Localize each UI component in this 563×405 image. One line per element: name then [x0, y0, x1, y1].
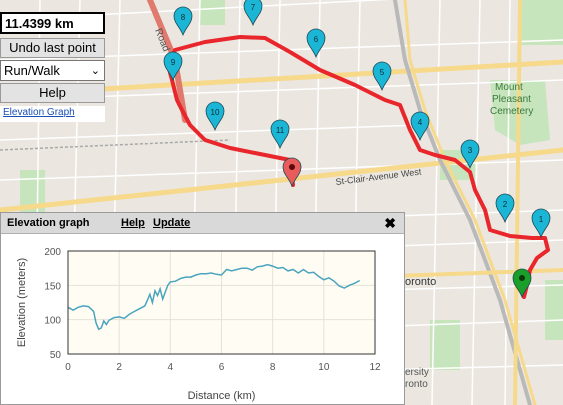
chart-x-axis-label: Distance (km)	[188, 390, 256, 402]
y-tick-label: 50	[50, 350, 62, 361]
activity-mode-value: Run/Walk	[4, 63, 60, 78]
map-pin-icon	[512, 268, 532, 299]
route-marker-3[interactable]: 3	[460, 139, 480, 170]
map-pin-icon	[270, 119, 290, 150]
route-marker-7[interactable]: 7	[243, 0, 263, 27]
university-label-1: ersity	[405, 367, 429, 378]
elevation-chart: 0 2 4 6 8 10 12 50 100 150 200 Distance (km) Eleva…	[16, 247, 381, 402]
chevron-down-icon: ⌄	[90, 65, 100, 77]
elevation-graph-link[interactable]: Elevation Graph	[0, 106, 105, 122]
elevation-update-link[interactable]: Update	[153, 217, 191, 229]
cemetery-label-1: Mount	[495, 82, 523, 93]
y-tick-label: 100	[44, 316, 61, 327]
marker-label: 3	[468, 146, 473, 155]
elevation-panel-title: Elevation graph	[7, 217, 90, 229]
marker-label: 5	[380, 68, 385, 77]
map-pin-icon	[173, 6, 193, 37]
map-pin-icon	[282, 157, 302, 188]
route-marker-4[interactable]: 4	[410, 111, 430, 142]
marker-label: 4	[418, 118, 423, 127]
map-pin-icon	[531, 208, 551, 239]
start-marker[interactable]	[512, 268, 532, 299]
x-tick-label: 0	[65, 362, 71, 373]
route-markers: 1 2 3 4 5 6 7 8 9 10 11	[163, 0, 551, 299]
y-tick-label: 200	[44, 247, 61, 258]
distance-readout: 11.4399 km	[0, 12, 105, 34]
marker-label: 7	[251, 3, 256, 12]
map-pin-icon	[372, 61, 392, 92]
chart-ticks: 0 2 4 6 8 10 12 50 100 150 200	[44, 247, 381, 373]
help-button[interactable]: Help	[0, 83, 105, 103]
marker-label: 1	[539, 215, 544, 224]
route-marker-6[interactable]: 6	[306, 28, 326, 59]
elevation-panel-header: Elevation graph Help Update ✖	[1, 213, 404, 234]
marker-label: 6	[314, 35, 319, 44]
x-tick-label: 6	[219, 362, 225, 373]
route-marker-2[interactable]: 2	[495, 193, 515, 224]
marker-label: 11	[276, 126, 285, 135]
start-marker-dot	[519, 275, 525, 281]
route-marker-9[interactable]: 9	[163, 51, 183, 82]
cemetery-label-3: Cemetery	[490, 106, 533, 117]
route-marker-1[interactable]: 1	[531, 208, 551, 239]
close-icon[interactable]: ✖	[384, 215, 396, 231]
elevation-series-line	[67, 263, 361, 331]
map-pin-icon	[306, 28, 326, 59]
x-tick-label: 12	[369, 362, 381, 373]
marker-label: 9	[171, 58, 176, 67]
map-pin-icon	[243, 0, 263, 27]
end-marker[interactable]	[282, 157, 302, 188]
elevation-panel: Elevation graph Help Update ✖ 0 2 4 6 8 10 12 5…	[0, 212, 405, 405]
activity-mode-select[interactable]: Run/Walk ⌄	[0, 60, 105, 81]
route-path	[166, 35, 550, 299]
route-marker-11[interactable]: 11	[270, 119, 290, 150]
toronto-label: oronto	[405, 276, 436, 288]
elevation-help-link[interactable]: Help	[121, 217, 145, 229]
marker-label: 2	[503, 200, 508, 209]
x-tick-label: 2	[116, 362, 122, 373]
route-marker-5[interactable]: 5	[372, 61, 392, 92]
route-marker-8[interactable]: 8	[173, 6, 193, 37]
cemetery-label-2: Pleasant	[492, 94, 531, 105]
y-tick-label: 150	[44, 281, 61, 292]
map-pin-icon	[495, 193, 515, 224]
marker-label: 8	[181, 13, 186, 22]
chart-y-axis-label: Elevation (meters)	[16, 258, 28, 347]
route-marker-10[interactable]: 10	[205, 101, 225, 132]
university-label-2: ronto	[405, 379, 428, 390]
map-pin-icon	[410, 111, 430, 142]
map-pin-icon	[205, 101, 225, 132]
marker-label: 10	[211, 108, 220, 117]
undo-last-point-button[interactable]: Undo last point	[0, 38, 105, 58]
chart-frame	[67, 250, 376, 355]
map-pin-icon	[163, 51, 183, 82]
map-pin-icon	[460, 139, 480, 170]
x-tick-label: 8	[270, 362, 276, 373]
end-marker-dot	[289, 164, 295, 170]
x-tick-label: 10	[318, 362, 330, 373]
x-tick-label: 4	[168, 362, 174, 373]
